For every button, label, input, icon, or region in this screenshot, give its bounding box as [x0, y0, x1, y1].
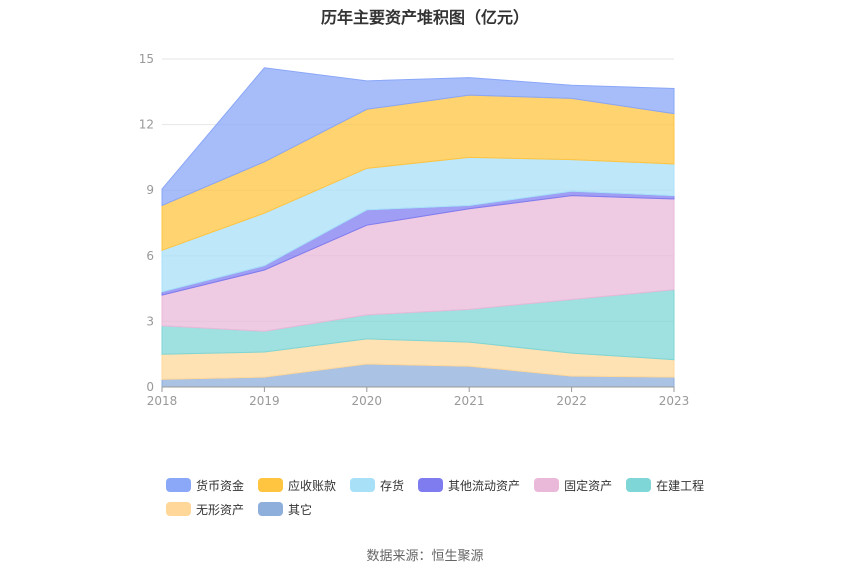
legend-label: 在建工程	[656, 478, 705, 493]
legend-label: 固定资产	[564, 478, 613, 493]
x-tick-label: 2018	[147, 394, 178, 408]
x-tick-label: 2020	[352, 394, 383, 408]
x-tick-label: 2023	[659, 394, 690, 408]
legend-label: 其它	[288, 502, 313, 517]
legend-swatch	[626, 478, 652, 492]
y-tick-label: 12	[139, 118, 154, 132]
legend-label: 应收账款	[288, 478, 337, 493]
legend-swatch	[418, 478, 444, 492]
x-tick-label: 2019	[249, 394, 280, 408]
legend-swatch	[258, 502, 284, 516]
legend-swatch	[350, 478, 376, 492]
area-货币资金	[161, 67, 675, 207]
area-series	[161, 67, 675, 388]
y-tick-label: 6	[146, 249, 154, 263]
legend-swatch	[166, 502, 191, 516]
legend-row: 货币资金 应收账款 存货 其他流动资产 固定资产 在建工程	[166, 473, 726, 497]
x-tick-label: 2022	[556, 394, 587, 408]
legend-item[interactable]: 无形资产	[166, 501, 244, 518]
y-tick-label: 3	[146, 314, 154, 328]
legend-item[interactable]: 其他流动资产	[418, 477, 520, 494]
chart-title: 历年主要资产堆积图（亿元）	[320, 8, 529, 27]
legend-item[interactable]: 存货	[350, 477, 404, 494]
x-tick-label: 2021	[454, 394, 485, 408]
legend-label: 无形资产	[196, 502, 245, 517]
legend-item[interactable]: 固定资产	[534, 477, 612, 494]
y-tick-label: 9	[146, 183, 154, 197]
axes: 0 3 6 9 12 15 2018 2019 2020 2021 2022 2023	[139, 52, 690, 408]
legend-item[interactable]: 其它	[258, 501, 312, 518]
data-source: 数据来源：恒生聚源	[366, 549, 484, 564]
legend-item[interactable]: 货币资金	[166, 477, 244, 494]
legend-label: 存货	[380, 478, 405, 493]
legend-swatch	[258, 478, 284, 492]
legend-item[interactable]: 在建工程	[626, 477, 704, 494]
legend-row: 无形资产 其它	[166, 497, 726, 521]
y-tick-label: 15	[139, 52, 154, 66]
y-tick-label: 0	[146, 380, 154, 394]
legend-item[interactable]: 应收账款	[258, 477, 336, 494]
legend: 货币资金 应收账款 存货 其他流动资产 固定资产 在建工程无形资产 其它	[166, 473, 726, 521]
legend-label: 货币资金	[196, 478, 245, 493]
legend-swatch	[534, 478, 560, 492]
legend-label: 其他流动资产	[448, 478, 521, 493]
legend-swatch	[166, 478, 191, 492]
